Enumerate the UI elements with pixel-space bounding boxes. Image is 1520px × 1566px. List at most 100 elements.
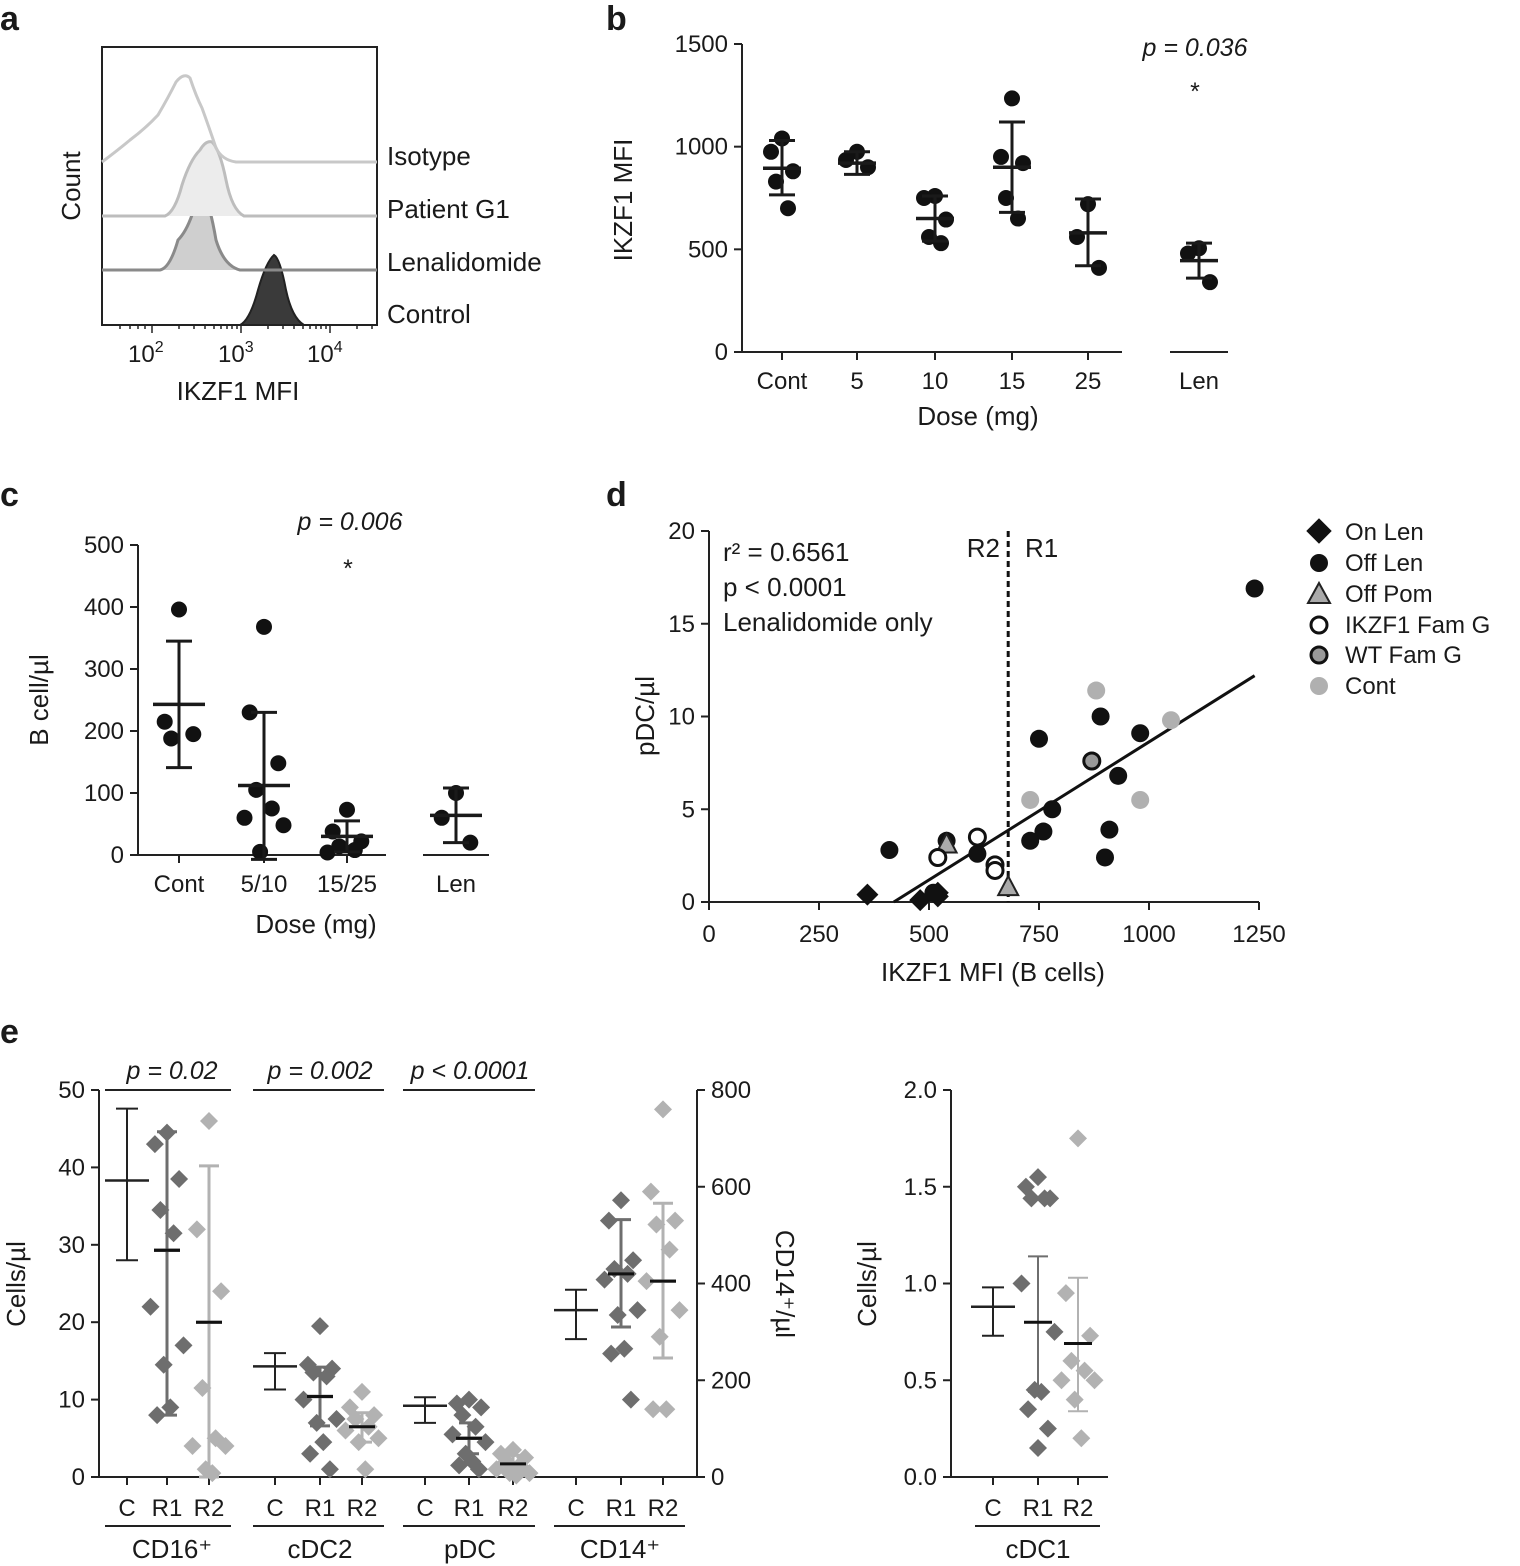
panel-a-xtick-1: 102 xyxy=(128,339,164,368)
panel-e-group-cdc1: cDC1 xyxy=(1005,1534,1070,1564)
panel-e-xtick: R2 xyxy=(194,1495,225,1522)
panel-e-point-r2 xyxy=(200,1111,218,1130)
panel-d-point-ikzf1-fam-g xyxy=(967,827,987,847)
panel-e-cdc1-point-r1 xyxy=(1019,1400,1038,1419)
panel-d-point-off-len xyxy=(1109,766,1128,785)
panel-b-point xyxy=(1010,210,1026,227)
panel-d-xtick: 1250 xyxy=(1232,921,1285,948)
panel-d-region-r1: R1 xyxy=(1025,533,1058,563)
panel-e-point-r1 xyxy=(599,1211,618,1230)
panel-c-point xyxy=(331,838,348,855)
panel-e-point-r1 xyxy=(294,1390,313,1409)
panel-e-ytick-right: 0 xyxy=(711,1464,724,1491)
panel-e-xtick: R2 xyxy=(347,1495,378,1522)
panel-b-point xyxy=(785,163,801,180)
panel-d-ytick: 5 xyxy=(682,796,695,823)
panel-e-xtick: R1 xyxy=(305,1495,336,1522)
panel-e-ytick-right: 200 xyxy=(711,1367,751,1394)
panel-e-point-r1 xyxy=(628,1301,647,1320)
panel-e-ylabel-right: CD14⁺/µl xyxy=(770,1230,800,1338)
panel-d-point-off-len xyxy=(1096,848,1114,867)
panel-d-legend: On Len Off Len Off Pom IKZF1 Fam G WT Fa… xyxy=(1306,518,1490,700)
panel-e-cdc1-ytick: 0.5 xyxy=(904,1367,937,1394)
panel-e-cdc1-point-r1 xyxy=(1045,1322,1064,1341)
panel-e-ytick-right: 600 xyxy=(711,1174,751,1201)
panel-e-group-pdc: pDC xyxy=(444,1534,496,1564)
panel-c-point xyxy=(346,842,363,859)
panel-b-point xyxy=(1091,259,1107,276)
panel-c-xtick: 15/25 xyxy=(317,871,377,898)
panel-d-point-on-len xyxy=(856,883,879,906)
panel-e-cdc1-point-r2 xyxy=(1056,1284,1075,1303)
panel-d-note: Lenalidomide only xyxy=(723,607,933,637)
panel-e-point-r1 xyxy=(621,1390,640,1409)
panel-a-xaxis xyxy=(119,325,373,333)
panel-e-point-r1 xyxy=(453,1406,472,1425)
panel-a-label: a xyxy=(0,0,20,38)
panel-e-group-cdc2: cDC2 xyxy=(287,1534,352,1564)
panel-e-cdc1-point-r2 xyxy=(1062,1351,1081,1370)
hist-control xyxy=(102,253,377,326)
panel-c-point xyxy=(236,809,253,826)
panel-b-point xyxy=(763,143,779,160)
panel-d-ytick: 10 xyxy=(668,704,695,731)
panel-d-point-off-pom xyxy=(996,874,1020,897)
panel-e-cdc1-ytick: 0.0 xyxy=(904,1464,937,1491)
panel-e-cdc1-xtick: R1 xyxy=(1023,1495,1054,1522)
hist-patient-g1 xyxy=(102,140,377,218)
legend-lenalidomide: Lenalidomide xyxy=(387,247,542,277)
panel-b-point xyxy=(993,148,1009,165)
panel-e-cdc1-point-r2 xyxy=(1069,1129,1087,1148)
panel-e-ytick-right: 800 xyxy=(711,1077,751,1104)
panel-e-cdc1-point-r2 xyxy=(1075,1361,1094,1380)
panel-d-label: d xyxy=(606,476,627,514)
panel-d-xtick: 750 xyxy=(1019,921,1059,948)
legend-marker-wt-fam-g xyxy=(1309,645,1329,665)
panel-c-point xyxy=(241,704,258,721)
panel-c-plot: 0 100 200 300 400 500 Cont 5/10 15/25 Len xyxy=(84,532,489,898)
panel-b-ylabel: IKZF1 MFI xyxy=(608,139,638,262)
panel-d-pval: p < 0.0001 xyxy=(723,572,847,602)
panel-e-point-r2 xyxy=(369,1429,388,1448)
panel-e-point-r1 xyxy=(469,1460,488,1479)
panel-c-ytick: 400 xyxy=(84,594,124,621)
panel-e-point-r1 xyxy=(443,1425,462,1444)
panel-e-point-r1 xyxy=(307,1413,326,1432)
panel-d-point-cont xyxy=(1131,790,1150,809)
panel-b-ytick: 0 xyxy=(715,339,728,366)
legend-marker-ikzf1-fam-g xyxy=(1309,615,1329,635)
hist-isotype xyxy=(101,74,377,164)
panel-a-ylabel: Count xyxy=(56,151,86,221)
panel-b-label: b xyxy=(606,0,627,38)
panel-c-point xyxy=(339,801,355,818)
panel-e-cdc1-xtick: R2 xyxy=(1063,1495,1094,1522)
panel-b-point xyxy=(933,235,949,252)
panel-e-xtick: C xyxy=(416,1495,433,1522)
panel-e-point-r2 xyxy=(520,1464,539,1483)
panel-d-point-off-len xyxy=(1131,724,1150,743)
panel-b-point xyxy=(768,173,784,190)
panel-d-point-off-len xyxy=(1091,707,1110,726)
panel-c-pvalue: p = 0.006 xyxy=(297,508,403,536)
panel-e-point-r1 xyxy=(151,1200,170,1219)
panel-e-point-r1 xyxy=(450,1456,469,1475)
panel-d-point-off-len xyxy=(1043,800,1062,819)
panel-c-label: c xyxy=(0,476,19,514)
panel-c-point xyxy=(275,817,292,834)
panel-d-point-off-len xyxy=(1100,820,1119,839)
panel-b-ytick: 500 xyxy=(688,236,728,263)
panel-d-xtick: 250 xyxy=(799,921,839,948)
panel-e-point-r2 xyxy=(644,1400,663,1419)
panel-e-group-cd14: CD14⁺ xyxy=(580,1534,660,1564)
panel-d-point-off-len xyxy=(968,844,987,863)
panel-e-pvalue-cdc2: p = 0.002 xyxy=(267,1057,373,1085)
panel-e-xtick: C xyxy=(567,1495,584,1522)
panel-b-plot: 0 500 1000 1500 Cont 5 10 15 25 Len xyxy=(675,31,1228,395)
legend-isotype: Isotype xyxy=(387,141,471,171)
legend-marker-off-len xyxy=(1310,554,1328,572)
panel-e-point-r2 xyxy=(641,1182,660,1201)
panel-e-point-r2 xyxy=(216,1437,235,1456)
panel-e-cdc1-point-r1 xyxy=(1029,1438,1047,1457)
panel-e-label: e xyxy=(0,1013,19,1051)
